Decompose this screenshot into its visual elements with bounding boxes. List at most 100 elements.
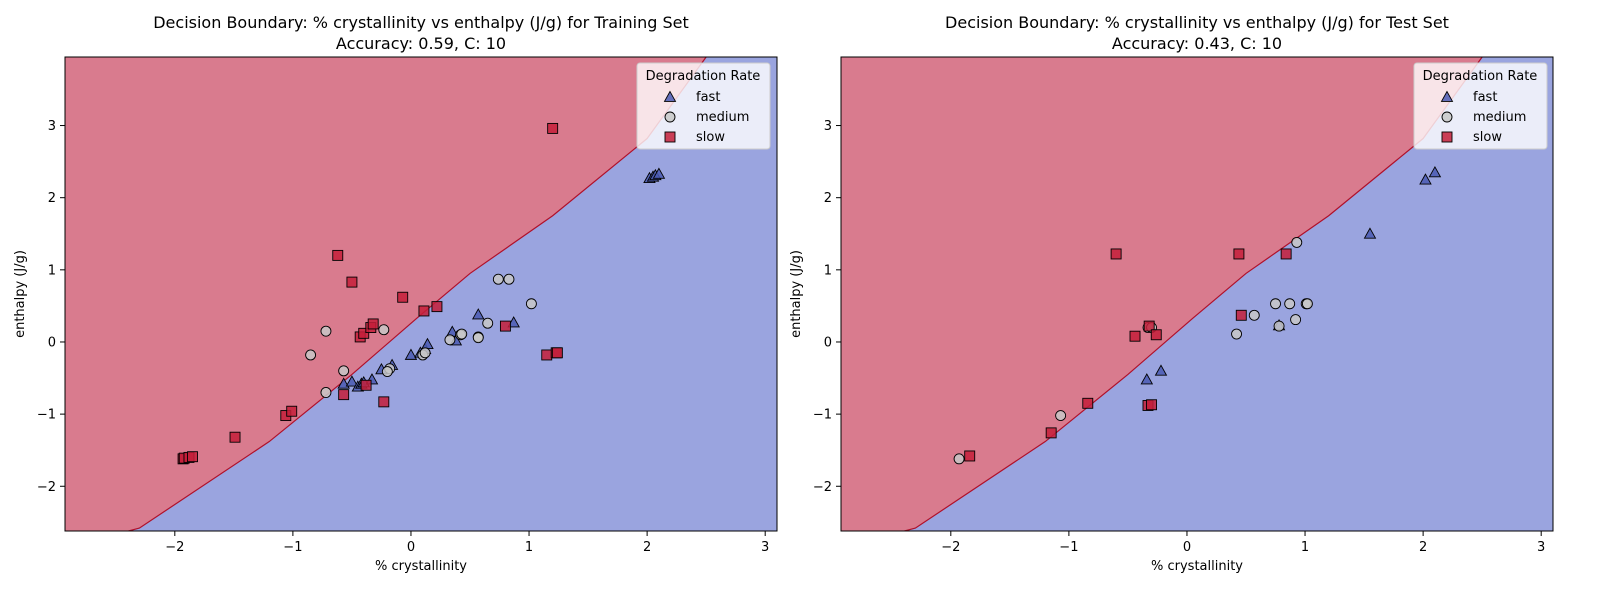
data-point-slow xyxy=(286,405,298,417)
x-tick-label: 2 xyxy=(1419,540,1427,555)
legend-title: Degradation Rate xyxy=(646,69,761,84)
data-point-slow xyxy=(1146,399,1157,411)
data-point-fast xyxy=(507,316,520,328)
data-point-medium xyxy=(472,332,484,344)
x-tick-label: 3 xyxy=(1537,540,1545,555)
data-point-slow xyxy=(499,320,511,332)
y-tick-label: 2 xyxy=(824,191,832,206)
data-point-fast xyxy=(652,167,666,179)
data-point-fast xyxy=(1154,364,1168,376)
data-point-slow xyxy=(1235,309,1247,321)
legend-label-slow: slow xyxy=(696,130,725,145)
y-tick-label: −1 xyxy=(37,408,56,423)
x-tick-label: 0 xyxy=(407,540,415,555)
test-set-panel: Decision Boundary: % crystallinity vs en… xyxy=(789,13,1554,574)
chart-title-line2: Accuracy: 0.43, C: 10 xyxy=(1112,34,1282,53)
data-point-slow xyxy=(332,249,344,261)
y-tick-label: 0 xyxy=(824,335,832,350)
legend-label-slow: slow xyxy=(1473,130,1502,145)
x-tick-label: −2 xyxy=(165,540,184,555)
data-point-slow xyxy=(358,327,370,339)
data-point-medium xyxy=(1231,328,1243,340)
data-point-medium xyxy=(525,298,537,310)
legend-marker-medium xyxy=(1441,111,1453,123)
data-point-slow xyxy=(397,291,409,303)
legend-box xyxy=(636,62,771,150)
data-point-slow xyxy=(187,451,198,463)
x-tick-label: 0 xyxy=(1183,540,1191,555)
y-tick-label: 3 xyxy=(48,119,56,134)
legend: Degradation Rate fast medium slow xyxy=(636,62,771,150)
data-point-medium xyxy=(1248,309,1260,321)
chart-title-line1: Decision Boundary: % crystallinity vs en… xyxy=(153,13,689,32)
x-tick-label: 1 xyxy=(525,540,533,555)
data-point-slow xyxy=(418,305,430,317)
y-tick-label: −2 xyxy=(813,480,832,495)
data-point-fast xyxy=(472,308,485,320)
legend-label-fast: fast xyxy=(1473,90,1497,105)
training-set-panel: Decision Boundary: % crystallinity vs en… xyxy=(13,13,778,574)
data-point-medium xyxy=(1291,236,1303,248)
data-point-medium xyxy=(503,273,515,285)
data-point-slow xyxy=(1233,248,1245,260)
x-tick-label: −1 xyxy=(283,540,302,555)
x-axis-label: % crystallinity xyxy=(375,559,467,574)
axis-ticks: −2 −1 0 1 2 3 −2 −1 0 1 2 3 xyxy=(37,119,770,555)
y-tick-label: 3 xyxy=(824,119,832,134)
data-point-fast xyxy=(1363,227,1377,239)
x-axis-label: % crystallinity xyxy=(1151,559,1243,574)
legend-marker-slow xyxy=(1441,131,1453,143)
data-point-fast xyxy=(1428,166,1442,178)
x-tick-label: 1 xyxy=(1301,540,1309,555)
legend: Degradation Rate fast medium slow xyxy=(1413,62,1548,150)
decision-region-slow xyxy=(841,57,1483,531)
decision-region-slow xyxy=(65,57,707,531)
legend-box xyxy=(1413,62,1548,150)
data-point-fast xyxy=(1419,173,1432,185)
data-point-slow xyxy=(1082,397,1094,409)
data-point-slow xyxy=(360,379,372,391)
legend-marker-medium xyxy=(664,111,676,123)
data-point-slow xyxy=(1280,248,1292,260)
data-point-slow xyxy=(1129,330,1141,342)
data-point-slow xyxy=(1150,329,1162,341)
data-point-slow xyxy=(346,276,358,288)
data-point-slow xyxy=(338,389,350,401)
y-tick-label: 1 xyxy=(824,263,832,278)
data-point-medium xyxy=(1270,298,1281,310)
data-point-fast xyxy=(1140,373,1154,385)
data-point-medium xyxy=(419,347,431,359)
x-tick-label: −2 xyxy=(941,540,960,555)
chart-title-line2: Accuracy: 0.59, C: 10 xyxy=(336,34,506,53)
chart-title-line1: Decision Boundary: % crystallinity vs en… xyxy=(945,13,1449,32)
data-point-medium xyxy=(338,365,350,377)
y-tick-label: −2 xyxy=(37,480,56,495)
data-point-medium xyxy=(381,366,393,378)
y-axis-label: enthalpy (J/g) xyxy=(789,250,804,338)
data-point-slow xyxy=(551,347,563,359)
data-point-medium xyxy=(1301,298,1313,310)
legend-label-medium: medium xyxy=(1473,110,1526,125)
axis-ticks: −2 −1 0 1 2 3 −2 −1 0 1 2 3 xyxy=(813,119,1546,555)
data-point-slow xyxy=(547,122,559,134)
legend-title: Degradation Rate xyxy=(1423,69,1538,84)
data-point-slow xyxy=(431,301,443,313)
legend-marker-slow xyxy=(664,131,676,143)
data-point-slow xyxy=(541,349,553,361)
legend-marker-fast xyxy=(1440,90,1454,102)
data-point-slow xyxy=(1110,248,1122,260)
legend-label-fast: fast xyxy=(696,90,720,105)
y-axis-label: enthalpy (J/g) xyxy=(13,250,28,338)
data-point-slow xyxy=(1045,427,1057,439)
data-point-medium xyxy=(953,453,965,465)
data-point-slow xyxy=(229,431,241,443)
data-point-medium xyxy=(305,349,317,361)
data-point-medium xyxy=(1290,314,1302,326)
data-point-slow xyxy=(367,318,379,330)
legend-label-medium: medium xyxy=(696,110,749,125)
data-point-medium xyxy=(1273,320,1285,332)
data-point-medium xyxy=(492,273,504,285)
data-point-fast xyxy=(345,375,359,387)
